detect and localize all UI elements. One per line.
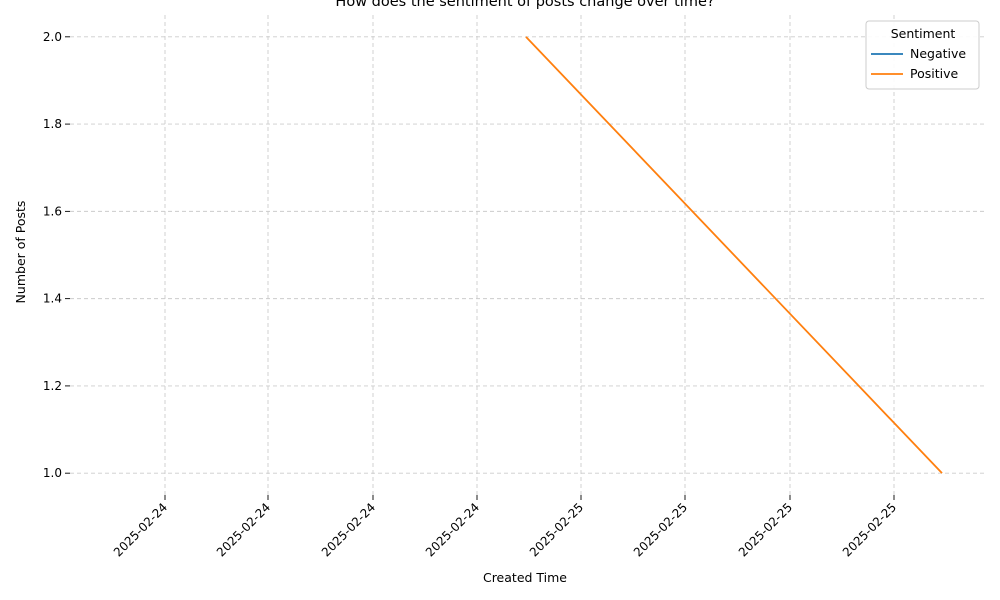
legend-label-negative: Negative	[910, 46, 966, 61]
series-lines	[525, 36, 943, 474]
y-tick-label: 1.4	[43, 292, 62, 306]
y-tick-label: 1.8	[43, 117, 62, 131]
series-line-positive	[525, 36, 943, 474]
y-tick-label: 1.6	[43, 204, 62, 218]
legend-label-positive: Positive	[910, 66, 958, 81]
legend: Sentiment Negative Positive	[865, 20, 980, 90]
y-tick-label: 1.2	[43, 379, 62, 393]
legend-box	[865, 20, 980, 90]
chart-title: How does the sentiment of posts change o…	[335, 0, 714, 10]
x-axis-label: Created Time	[483, 570, 567, 585]
y-tick-label: 1.0	[43, 466, 62, 480]
legend-title: Sentiment	[891, 26, 956, 41]
gridlines	[70, 15, 985, 495]
y-tick-label: 2.0	[43, 30, 62, 44]
y-axis-ticks: 1.0 1.2 1.4 1.6 1.8 2.0	[43, 30, 70, 480]
legend-items: Negative Positive	[871, 46, 966, 81]
y-axis-label: Number of Posts	[13, 201, 28, 304]
